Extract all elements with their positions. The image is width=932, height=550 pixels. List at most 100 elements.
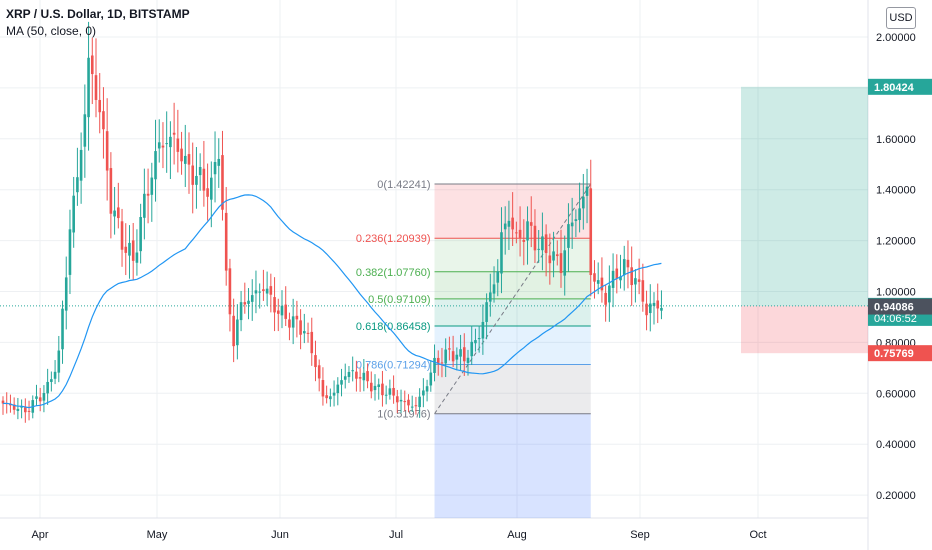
candle-body (474, 340, 477, 344)
candle-body (459, 349, 462, 357)
candle-body (567, 224, 570, 248)
candle-body (533, 225, 537, 251)
candle-body (604, 292, 607, 305)
candle-body (518, 229, 522, 238)
indicator-label[interactable]: MA (50, close, 0) (6, 24, 97, 38)
candle-body (105, 131, 109, 171)
candle-body (347, 371, 351, 378)
candle-body (161, 145, 165, 148)
candle-body (336, 384, 340, 394)
candle-body (544, 234, 548, 254)
candle-body (492, 284, 496, 294)
candle-body (1, 400, 5, 404)
y-tick-label: 0.40000 (876, 439, 916, 451)
candle-body (284, 304, 288, 319)
fib-level-label: 0.382(1.07760) (356, 267, 431, 279)
candle-body (462, 347, 466, 362)
candle-body (634, 278, 637, 285)
candle-body (176, 138, 180, 152)
price-label-box (868, 298, 932, 315)
candle-body (128, 242, 131, 256)
symbol-title: XRP / U.S. Dollar, 1D, BITSTAMP (6, 7, 190, 21)
candle-body (355, 371, 358, 379)
candle-body (228, 268, 232, 315)
candle-body (481, 321, 485, 339)
candle-body (399, 399, 403, 402)
candle-body (157, 142, 161, 149)
candle-body (455, 354, 459, 360)
candle-body (46, 381, 49, 394)
candle-body (83, 114, 87, 147)
x-tick-label: Aug (507, 529, 527, 541)
candle-body (310, 331, 314, 354)
candle-body (526, 221, 529, 241)
candle-body (150, 177, 154, 195)
fib-level-label: 0.618(0.86458) (356, 321, 431, 333)
candle-body (507, 220, 511, 227)
candle-body (27, 410, 31, 412)
candle-body (113, 210, 116, 217)
candle-body (280, 305, 284, 316)
candle-body (146, 193, 150, 196)
candle-body (38, 397, 42, 402)
candle-body (221, 155, 224, 210)
candle-body (660, 307, 663, 311)
candle-body (515, 232, 518, 234)
candle-body (619, 276, 622, 281)
candle-body (611, 270, 615, 288)
candle-body (135, 252, 139, 263)
candle-body (183, 155, 187, 164)
candle-body (250, 295, 254, 302)
candle-body (50, 379, 53, 382)
candle-body (124, 246, 128, 253)
candle-body (585, 186, 589, 196)
fib-level-label: 0.5(0.97109) (368, 294, 430, 306)
candle-body (321, 380, 325, 397)
candle-body (217, 158, 221, 166)
candle-body (589, 188, 593, 276)
candle-body (61, 308, 64, 350)
candle-body (165, 143, 168, 145)
candle-body (94, 75, 98, 100)
fib-zone (434, 364, 591, 414)
candle-body (195, 175, 198, 185)
candle-body (477, 338, 481, 340)
candle-body (593, 273, 596, 282)
candle-body (637, 279, 641, 282)
candle-body (247, 300, 250, 304)
candle-body (384, 394, 388, 396)
candle-body (343, 376, 347, 380)
candle-body (608, 285, 611, 303)
candle-body (276, 310, 280, 314)
candle-body (410, 406, 414, 408)
candle-body (120, 221, 124, 250)
candle-body (42, 393, 46, 401)
candle-body (98, 99, 102, 113)
candle-body (422, 390, 425, 396)
candle-body (388, 388, 392, 395)
candle-body (425, 386, 429, 392)
x-tick-label: Jul (389, 529, 403, 541)
candle-body (645, 303, 648, 316)
candle-body (79, 149, 83, 181)
y-tick-label: 1.00000 (876, 287, 916, 299)
x-tick-label: Sep (630, 529, 650, 541)
moving-average-line (2, 194, 662, 409)
candle-body (522, 239, 526, 242)
price-label: 0.94086 (874, 302, 914, 314)
candle-body (24, 407, 27, 413)
candle-body (243, 302, 247, 305)
currency-button[interactable]: USD (886, 7, 916, 29)
y-tick-label: 1.60000 (876, 134, 916, 146)
candle-body (213, 162, 217, 175)
candle-body (414, 405, 418, 407)
candle-body (552, 251, 555, 261)
candle-body (466, 357, 470, 364)
position-loss-zone (741, 305, 868, 354)
fib-level-label: 1(0.51976) (377, 409, 430, 421)
candle-body (299, 320, 302, 335)
candle-body (87, 57, 90, 118)
candle-body (403, 401, 407, 403)
candle-body (172, 132, 176, 135)
